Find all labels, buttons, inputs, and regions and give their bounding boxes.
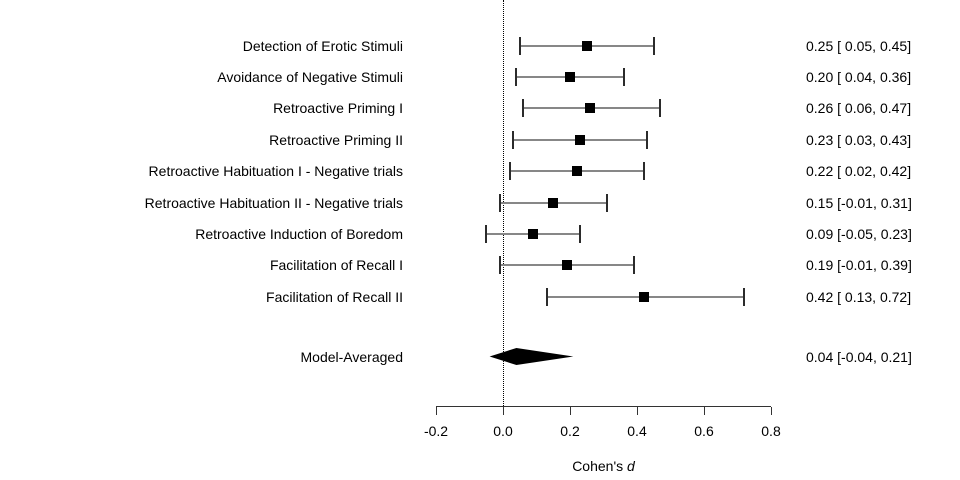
ci-cap-upper — [652, 36, 655, 55]
study-label: Retroactive Habituation I - Negative tri… — [148, 163, 403, 180]
x-axis-title-italic: d — [627, 458, 635, 474]
ci-cap-lower — [498, 256, 501, 275]
estimate-text: 0.42 [ 0.13, 0.72] — [806, 288, 912, 305]
estimate-text: 0.25 [ 0.05, 0.45] — [806, 37, 912, 54]
study-label: Retroactive Induction of Boredom — [195, 225, 403, 242]
x-axis-tick — [503, 407, 504, 415]
ci-cap-upper — [632, 256, 635, 275]
ci-cap-upper — [642, 162, 645, 181]
x-axis-tick-label: 0.2 — [560, 423, 580, 439]
estimate-text: 0.20 [ 0.04, 0.36] — [806, 68, 912, 85]
ci-cap-upper — [743, 287, 746, 306]
x-axis-tick-label: 0.8 — [761, 423, 781, 439]
study-label: Retroactive Priming II — [269, 131, 403, 148]
x-axis-line — [436, 406, 771, 407]
summary-label: Model-Averaged — [300, 348, 403, 365]
ci-cap-lower — [518, 36, 521, 55]
ci-cap-lower — [522, 99, 525, 118]
estimate-text: 0.15 [-0.01, 0.31] — [806, 194, 912, 211]
x-axis-tick-label: 0.4 — [627, 423, 647, 439]
x-axis-tick-label: -0.2 — [423, 423, 449, 439]
ci-cap-lower — [515, 67, 518, 86]
x-axis-tick — [570, 407, 571, 415]
point-estimate-square — [638, 291, 649, 302]
study-label: Detection of Erotic Stimuli — [242, 37, 403, 54]
summary-estimate-text: 0.04 [-0.04, 0.21] — [806, 348, 912, 365]
point-estimate-square — [565, 71, 575, 82]
study-label: Retroactive Habituation II - Negative tr… — [144, 194, 403, 211]
point-estimate-square — [585, 103, 596, 114]
point-estimate-square — [575, 134, 586, 145]
ci-cap-lower — [498, 193, 501, 212]
ci-cap-upper — [605, 193, 608, 212]
x-axis-tick — [771, 407, 772, 415]
ci-cap-lower — [485, 224, 488, 243]
study-label: Facilitation of Recall I — [269, 257, 403, 274]
x-axis-tick — [436, 407, 437, 415]
x-axis-title-text: Cohen's — [572, 458, 628, 474]
study-label: Avoidance of Negative Stimuli — [217, 68, 403, 85]
ci-cap-lower — [545, 287, 548, 306]
study-label: Retroactive Priming I — [273, 100, 403, 117]
estimate-text: 0.19 [-0.01, 0.39] — [806, 257, 912, 274]
point-estimate-square — [548, 197, 559, 208]
study-label: Facilitation of Recall II — [266, 288, 403, 305]
x-axis-tick — [704, 407, 705, 415]
point-estimate-square — [528, 228, 539, 239]
estimate-text: 0.22 [ 0.02, 0.42] — [806, 163, 912, 180]
ci-cap-upper — [622, 67, 625, 86]
estimate-text: 0.23 [ 0.03, 0.43] — [806, 131, 912, 148]
x-axis-tick-label: 0.6 — [694, 423, 714, 439]
point-estimate-square — [561, 260, 572, 271]
estimate-text: 0.26 [ 0.06, 0.47] — [806, 100, 912, 117]
ci-cap-upper — [646, 130, 649, 149]
x-axis-tick-label: 0.0 — [493, 423, 513, 439]
ci-cap-upper — [579, 224, 582, 243]
ci-cap-lower — [512, 130, 515, 149]
ci-cap-upper — [659, 99, 662, 118]
x-axis-tick — [637, 407, 638, 415]
point-estimate-square — [581, 40, 592, 51]
ci-cap-lower — [508, 162, 511, 181]
estimate-text: 0.09 [-0.05, 0.23] — [806, 225, 912, 242]
x-axis-title: Cohen's d — [436, 457, 771, 475]
point-estimate-square — [571, 166, 582, 177]
